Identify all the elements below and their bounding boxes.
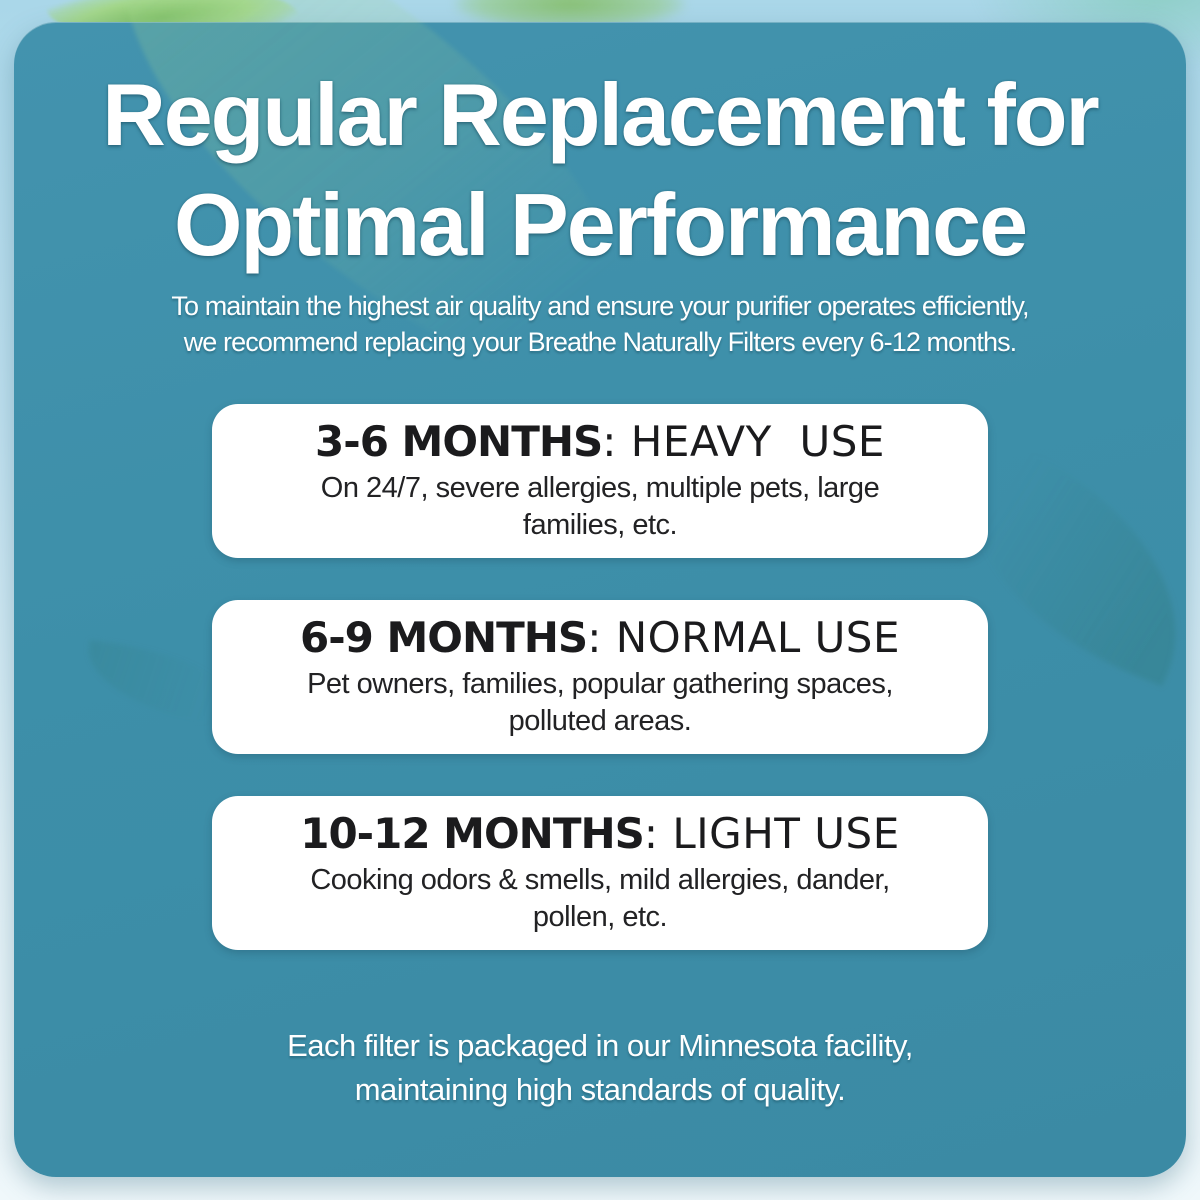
card-description: Pet owners, families, popular gathering …	[240, 666, 960, 740]
intro-text-line-1: To maintain the highest air quality and …	[171, 291, 1029, 321]
card-heading: 10-12 MONTHS: LIGHT USE	[240, 810, 960, 858]
packaging-note-line-1: Each filter is packaged in our Minnesota…	[287, 1028, 913, 1063]
card-description-line: polluted areas.	[508, 705, 692, 737]
card-description-line: Cooking odors & smells, mild allergies, …	[310, 864, 890, 896]
card-heading: 3-6 MONTHS: HEAVY USE	[240, 418, 960, 466]
page-title: Regular Replacement for Optimal Performa…	[14, 60, 1186, 280]
page-title-line-1: Regular Replacement for	[102, 65, 1100, 164]
page-title-line-2: Optimal Performance	[173, 175, 1028, 274]
card-period-label: 3-6 MONTHS	[315, 417, 603, 466]
card-usage-label: : HEAVY USE	[602, 417, 885, 466]
card-usage-label: : LIGHT USE	[643, 809, 900, 858]
usage-card-list: 3-6 MONTHS: HEAVY USE On 24/7, severe al…	[212, 404, 988, 950]
card-usage-label: : NORMAL USE	[587, 613, 901, 662]
panel-content: Regular Replacement for Optimal Performa…	[14, 22, 1186, 1177]
packaging-note: Each filter is packaged in our Minnesota…	[14, 1024, 1186, 1112]
main-panel: Regular Replacement for Optimal Performa…	[14, 0, 1200, 1177]
usage-card-heavy: 3-6 MONTHS: HEAVY USE On 24/7, severe al…	[212, 404, 988, 558]
usage-card-light: 10-12 MONTHS: LIGHT USE Cooking odors & …	[212, 796, 988, 950]
card-description-line: Pet owners, families, popular gathering …	[307, 668, 893, 700]
intro-text-line-2: we recommend replacing your Breathe Natu…	[183, 327, 1017, 357]
card-period-label: 10-12 MONTHS	[300, 809, 645, 858]
card-heading: 6-9 MONTHS: NORMAL USE	[240, 614, 960, 662]
packaging-note-line-2: maintaining high standards of quality.	[354, 1072, 846, 1107]
card-description: Cooking odors & smells, mild allergies, …	[240, 862, 960, 936]
card-period-label: 6-9 MONTHS	[299, 613, 588, 662]
usage-card-normal: 6-9 MONTHS: NORMAL USE Pet owners, famil…	[212, 600, 988, 754]
card-description-line: families, etc.	[522, 509, 678, 541]
card-description-line: On 24/7, severe allergies, multiple pets…	[320, 472, 880, 504]
intro-text: To maintain the highest air quality and …	[14, 288, 1186, 360]
card-description: On 24/7, severe allergies, multiple pets…	[240, 470, 960, 544]
card-description-line: pollen, etc.	[532, 901, 668, 933]
